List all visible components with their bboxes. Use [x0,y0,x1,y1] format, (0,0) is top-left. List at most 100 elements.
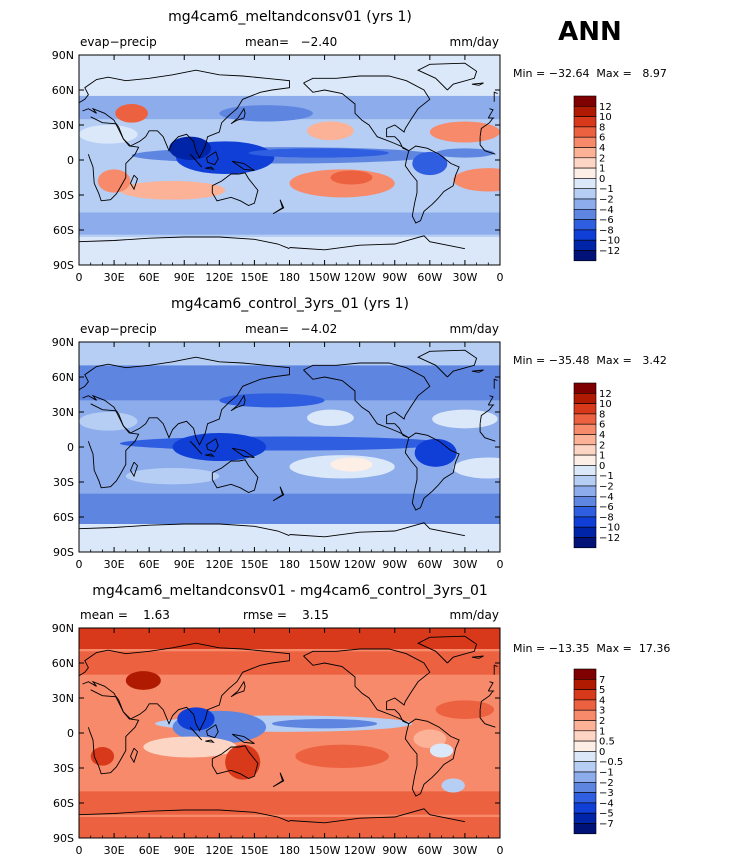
panel-3-title: mg4cam6_meltandconsv01 - mg4cam6_control… [92,583,488,599]
colorbar-swatch [573,720,597,732]
field-blob [172,433,267,461]
colorbar-swatch [573,239,597,251]
colorbar-swatch [573,188,597,200]
coastline [493,91,498,102]
x-tick-label: 60E [139,844,160,857]
colorbar-label: −2 [599,482,614,493]
x-tick-label: 0 [76,558,83,571]
panel-2-coastlines [79,349,498,538]
coastline [230,394,246,412]
colorbar-label: 6 [599,420,605,431]
colorbar-swatch [573,198,597,210]
x-tick-label: 30E [104,844,125,857]
x-tick-label: 150E [240,558,268,571]
panel-2-minmax: Min = −35.48 Max = 3.42 [513,354,667,367]
colorbar-label: 4 [599,695,605,706]
colorbar-swatch [573,250,597,262]
x-tick-label: 180 [279,844,300,857]
field-band [79,628,500,649]
panel-3: mg4cam6_meltandconsv01 - mg4cam6_control… [52,583,671,857]
y-tick-label: 90S [53,832,74,845]
x-tick-label: 0 [497,558,504,571]
colorbar-swatch [573,95,597,107]
colorbar-swatch [573,751,597,763]
y-tick-label: 60S [53,797,74,810]
field-blob [125,468,220,485]
field-blob [414,438,457,467]
y-tick-label: 0 [67,154,74,167]
coastline [87,116,140,202]
field-blob [429,743,454,758]
coastline-antarctica [289,808,465,824]
y-tick-label: 60N [52,84,74,97]
colorbar-swatch [573,781,597,793]
colorbar-label: 4 [599,143,605,154]
field-blob [115,104,148,123]
panel-3-minmax: Min = −13.35 Max = 17.36 [513,642,670,655]
field-blob [432,409,498,429]
colorbar-label: 1 [599,726,605,737]
colorbar-swatch [573,403,597,415]
panel-3-mean: mean = 1.63 [80,608,170,622]
colorbar-label: −8 [599,512,614,523]
colorbar-swatch [573,802,597,814]
y-tick-label: 30N [52,692,74,705]
y-tick-label: 60N [52,657,74,670]
x-tick-label: 180 [279,558,300,571]
colorbar-label: −0.5 [599,757,623,768]
colorbar-label: 12 [599,102,612,113]
colorbar-label: −4 [599,205,614,216]
colorbar-swatch [573,812,597,824]
coastline-antarctica [289,522,465,538]
x-tick-label: 120W [344,558,376,571]
x-tick-label: 150W [309,844,341,857]
colorbar-swatch [573,506,597,518]
x-tick-label: 30W [452,271,477,284]
coastline [87,689,140,775]
colorbar-swatch [573,167,597,179]
field-blob [453,168,500,192]
colorbar-swatch [573,678,597,690]
coastline [479,404,494,424]
coastline [87,403,140,489]
colorbar-label: −4 [599,798,614,809]
colorbar-label: −6 [599,215,614,226]
coastline [129,174,139,191]
x-tick-label: 150W [309,271,341,284]
colorbar-swatch [573,178,597,189]
field-band [79,493,500,524]
colorbar-swatch [573,475,597,487]
field-blob [307,121,354,141]
x-tick-label: 150W [309,558,341,571]
colorbar-label: 12 [599,389,612,400]
colorbar-swatch [573,136,597,148]
coastline [79,356,290,446]
field-blob [412,151,448,176]
x-tick-label: 0 [76,844,83,857]
colorbar-swatch [573,219,597,231]
panel-1-mean: mean= −2.40 [245,35,337,49]
y-tick-label: 60N [52,371,74,384]
field-blob [97,169,131,193]
colorbar-label: 2 [599,440,605,451]
colorbar-swatch [573,147,597,159]
coastline [479,709,496,728]
field-blob [79,124,138,144]
y-tick-label: 30S [53,762,74,775]
panel-3-axes: 0 30E 60E 90E 120E 150E 180 150W 120W 90W 60W 30W 09… [52,622,504,857]
colorbar-swatch [573,423,597,435]
field-blob [225,744,261,780]
coastline [471,82,484,86]
colorbar-label: 10 [599,112,612,123]
field-blob [330,170,373,185]
coastline [79,642,290,732]
colorbar-label: −2 [599,195,614,206]
coastline [493,664,498,675]
coastline [272,772,285,788]
panel-2-title: mg4cam6_control_3yrs_01 (yrs 1) [171,296,409,312]
colorbar-label: 8 [599,122,605,133]
coastline [211,459,259,493]
